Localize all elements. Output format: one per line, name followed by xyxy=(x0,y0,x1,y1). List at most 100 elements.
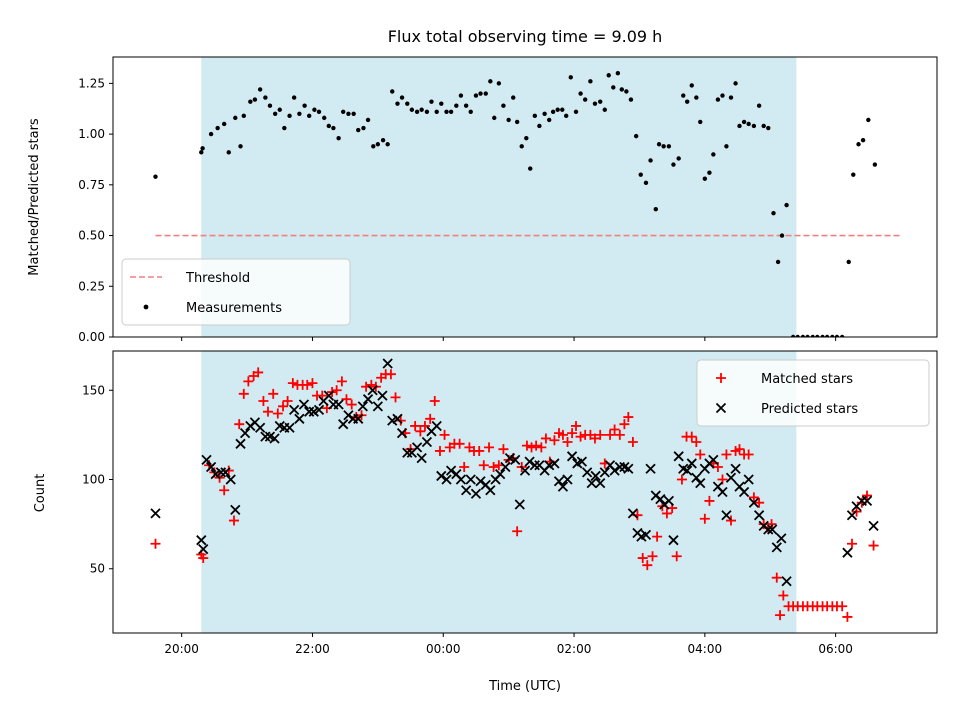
measurement-point xyxy=(628,97,634,102)
measurement-point xyxy=(611,85,616,90)
matched-stars-point xyxy=(589,433,600,444)
measurement-point xyxy=(226,150,231,155)
predicted-stars-point xyxy=(566,451,578,462)
matched-stars-point xyxy=(571,420,582,431)
matched-stars-point xyxy=(526,442,537,453)
x-tick-label: 20:00 xyxy=(164,642,199,656)
measurement-point xyxy=(454,103,459,108)
measurement-point xyxy=(724,144,729,149)
matched-stars-point xyxy=(536,442,547,453)
measurement-point xyxy=(241,113,246,119)
measurement-point xyxy=(866,117,871,123)
matched-stars-point xyxy=(704,495,715,506)
matched-stars-point xyxy=(385,369,396,380)
predicted-stars-point xyxy=(367,385,378,396)
measurement-point xyxy=(390,89,395,94)
matched-stars-point xyxy=(425,413,436,424)
matched-stars-point xyxy=(287,378,298,389)
measurement-point xyxy=(648,158,653,163)
measurement-point xyxy=(458,93,464,98)
measurement-point xyxy=(830,334,835,337)
legend-measurement-swatch xyxy=(143,304,149,310)
measurement-point xyxy=(560,107,565,112)
measurement-point xyxy=(676,156,681,161)
predicted-stars-point xyxy=(289,404,300,416)
measurement-point xyxy=(492,115,497,121)
predicted-stars-point xyxy=(402,447,413,458)
measurement-point xyxy=(775,259,781,265)
predicted-stars-point xyxy=(416,452,427,464)
x-tick-label: 22:00 xyxy=(295,642,330,656)
measurement-point xyxy=(766,125,771,131)
legend-label: Matched stars xyxy=(761,372,853,387)
measurement-point xyxy=(312,107,317,112)
matched-stars-point xyxy=(395,415,406,426)
measurement-point xyxy=(326,123,332,129)
predicted-stars-point xyxy=(235,438,246,449)
matched-stars-point xyxy=(691,437,702,448)
matched-stars-point xyxy=(219,485,230,496)
predicted-stars-point xyxy=(392,413,403,424)
measurement-point xyxy=(800,334,806,337)
predicted-stars-point xyxy=(868,520,879,532)
measurement-point xyxy=(302,103,307,108)
matched-stars-point xyxy=(243,376,254,387)
matched-stars-point xyxy=(647,551,658,562)
measurement-point xyxy=(564,113,569,119)
predicted-stars-point xyxy=(215,467,227,478)
measurement-point xyxy=(666,144,672,149)
matched-stars-point xyxy=(531,440,542,451)
measurement-point xyxy=(380,137,386,143)
measurement-point xyxy=(473,93,479,98)
measurement-point xyxy=(815,334,820,337)
measurement-point xyxy=(468,109,473,114)
measurement-point xyxy=(221,121,227,127)
predicted-stars-point xyxy=(313,404,325,416)
matched-stars-point xyxy=(478,460,489,471)
predicted-stars-point xyxy=(562,474,573,485)
predicted-stars-point xyxy=(753,510,765,521)
measurement-point xyxy=(741,119,747,125)
matched-stars-point xyxy=(868,540,879,551)
matched-stars-point xyxy=(234,419,245,430)
measurement-point xyxy=(779,233,785,238)
predicted-stars-point xyxy=(655,494,666,505)
measurement-point xyxy=(316,109,322,114)
predicted-stars-point xyxy=(609,465,620,476)
measurement-point xyxy=(277,107,282,112)
predicted-stars-point xyxy=(338,419,349,430)
predicted-stars-point xyxy=(475,476,486,487)
matched-stars-point xyxy=(734,444,745,455)
matched-stars-point xyxy=(614,429,625,440)
measurement-point xyxy=(501,103,506,108)
matched-stars-point xyxy=(459,462,470,473)
measurement-point xyxy=(405,101,410,106)
measurement-point xyxy=(771,211,776,216)
measurement-point xyxy=(263,95,268,100)
measurement-point xyxy=(711,152,716,157)
y-tick-label: 0.50 xyxy=(78,229,105,243)
measurement-point xyxy=(588,79,593,84)
measurement-point xyxy=(306,113,312,119)
legend-label: Measurements xyxy=(186,301,282,316)
matched-stars-point xyxy=(346,399,357,410)
measurement-point xyxy=(448,109,454,114)
measurement-point xyxy=(661,144,666,149)
matched-stars-point xyxy=(575,431,586,442)
measurement-point xyxy=(233,115,238,121)
matched-stars-point xyxy=(721,449,732,460)
predicted-stars-point xyxy=(668,535,679,546)
measurement-point xyxy=(200,146,205,151)
measurement-point xyxy=(751,123,757,129)
ratio-y-axis-label: Matched/Predicted stars xyxy=(27,118,42,276)
predicted-stars-point xyxy=(776,533,787,544)
predicted-stars-point xyxy=(357,401,368,412)
measurement-point xyxy=(602,107,607,112)
matched-stars-point xyxy=(862,490,873,501)
matched-stars-point xyxy=(605,429,616,440)
count-y-axis-label: Count xyxy=(33,474,48,513)
measurement-point xyxy=(248,99,253,104)
legend-predicted-swatch xyxy=(715,402,727,414)
predicted-stars-point xyxy=(239,427,251,439)
measurement-point xyxy=(638,172,643,177)
